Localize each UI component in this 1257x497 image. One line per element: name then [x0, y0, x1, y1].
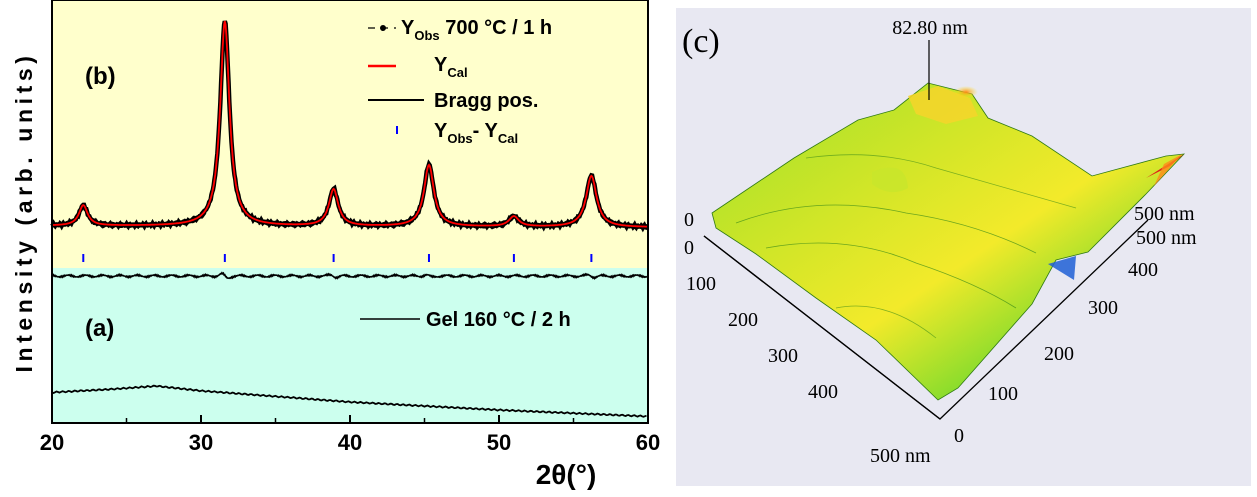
- legend-a: Gel 160 °C / 2 h: [360, 309, 571, 331]
- xrd-curves: [50, 20, 649, 418]
- x-tick-label: 40: [338, 430, 362, 455]
- x-tick-label: 30: [189, 430, 213, 455]
- afm-left-tick-label: 400: [808, 381, 838, 403]
- x-axis-label: 2θ(°): [536, 459, 597, 490]
- x-tick-label: 60: [636, 430, 660, 455]
- panel-a-background: [52, 268, 648, 423]
- afm-right-tick-label: 400: [1128, 259, 1158, 281]
- afm-left-tick-label: 0: [684, 237, 694, 259]
- afm-surface-chart: 82.80 nm (c) 0 100 200 300 400 500 nm 0 100 200 3…: [676, 8, 1251, 486]
- svg-text:YObs 700 °C / 1 h: YObs 700 °C / 1 h: [401, 17, 552, 43]
- afm-right-tick-label: 300: [1088, 297, 1118, 319]
- afm-axis-ticks: 0 100 200 300 400 500 nm 0 100 200 300 400 500 nm 0 5…: [684, 203, 1197, 467]
- gel-series-line: [51, 384, 647, 418]
- panel-label-b: (b): [85, 63, 116, 90]
- xrd-chart: 20 30 40 50 60 Intensity (arb. units) 2θ(°) …: [11, 0, 660, 490]
- afm-left-tick-label: 500 nm: [870, 445, 931, 467]
- svg-text:YObs- YCal: YObs- YCal: [434, 120, 518, 146]
- afm-corner-label: 0: [684, 209, 694, 231]
- afm-left-tick-label: 300: [768, 345, 798, 367]
- y-axis-label: Intensity (arb. units): [11, 52, 37, 373]
- legend-item-calculated: YCal: [368, 54, 468, 80]
- afm-right-tick-label: 0: [954, 425, 964, 447]
- x-tick-label: 20: [40, 430, 64, 455]
- afm-right-tick-label: 500 nm: [1136, 227, 1197, 249]
- difference-series-line: [51, 271, 649, 280]
- afm-axes: [703, 219, 1149, 420]
- bragg-ticks: [82, 254, 593, 262]
- afm-corner-label: 500 nm: [1134, 203, 1195, 225]
- legend-b: YObs 700 °C / 1 h YCal Bragg pos. YObs- …: [368, 17, 552, 146]
- afm-left-tick-label: 100: [686, 273, 716, 295]
- afm-surface: [711, 82, 1186, 401]
- legend-item-observed: YObs 700 °C / 1 h: [368, 17, 552, 43]
- peak-label: 82.80 nm: [892, 17, 968, 39]
- svg-text:YCal: YCal: [434, 54, 468, 80]
- afm-right-tick-label: 200: [1044, 343, 1074, 365]
- afm-right-tick-label: 100: [988, 383, 1018, 405]
- x-tick-label: 50: [487, 430, 511, 455]
- legend-item-difference: YObs- YCal: [396, 120, 518, 146]
- panel-label-a: (a): [85, 315, 114, 342]
- x-axis-ticks: 20 30 40 50 60: [40, 415, 660, 455]
- panel-label-c: (c): [682, 23, 720, 60]
- afm-left-tick-label: 200: [728, 309, 758, 331]
- svg-text:Bragg pos.: Bragg pos.: [434, 90, 538, 112]
- svg-text:Gel 160 °C / 2 h: Gel 160 °C / 2 h: [426, 309, 571, 331]
- legend-item-bragg: Bragg pos.: [368, 90, 538, 112]
- calculated-series-line: [52, 20, 648, 228]
